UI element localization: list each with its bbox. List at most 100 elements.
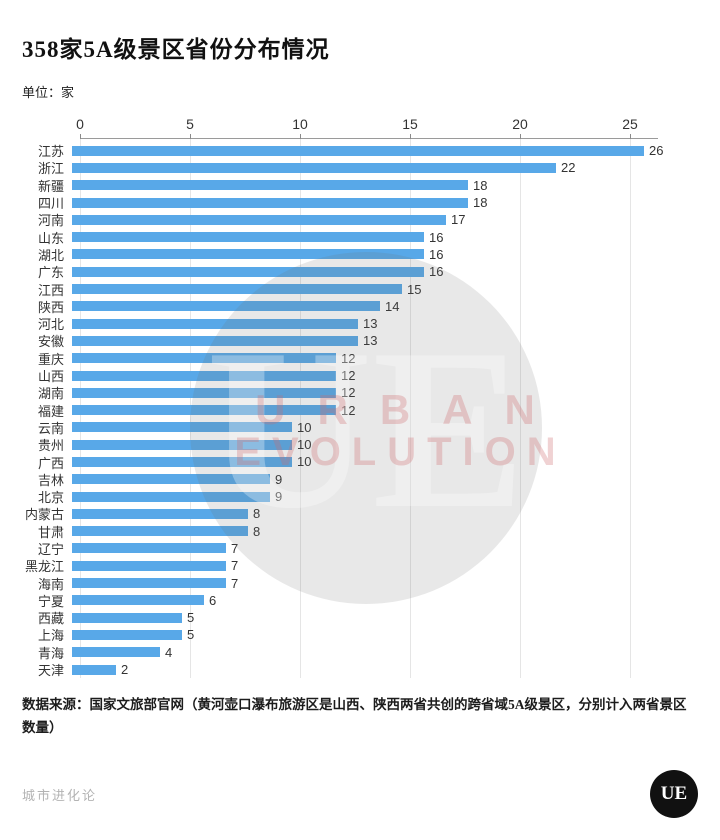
gridline xyxy=(630,139,631,679)
bar-value-label: 10 xyxy=(297,419,312,435)
gridline xyxy=(520,139,521,679)
category-label: 辽宁 xyxy=(37,541,64,557)
chart-row: 贵州 10 xyxy=(0,436,720,453)
chart-row: 上海 5 xyxy=(0,626,720,643)
bar-value-label: 17 xyxy=(451,212,466,228)
bar xyxy=(72,266,424,277)
unit-label: 单位：家 xyxy=(22,85,75,100)
ue-logo: UE xyxy=(650,770,698,818)
bar-value-label: 9 xyxy=(275,489,283,505)
category-label: 宁夏 xyxy=(37,593,64,609)
bar xyxy=(72,664,116,675)
bar xyxy=(72,526,248,537)
x-tick-label: 25 xyxy=(622,116,638,132)
bar-value-label: 12 xyxy=(341,385,356,401)
footer-bar: 城市进化论 UE xyxy=(22,770,698,818)
chart-row: 宁夏 6 xyxy=(0,592,720,609)
bar-value-label: 9 xyxy=(275,471,283,487)
bar-value-label: 22 xyxy=(561,160,576,176)
category-label: 河南 xyxy=(37,213,64,229)
chart-row: 重庆 12 xyxy=(0,350,720,367)
bar xyxy=(72,422,292,433)
bar xyxy=(72,197,468,208)
category-label: 江苏 xyxy=(37,144,64,160)
bar xyxy=(72,249,424,260)
chart-row: 内蒙古 8 xyxy=(0,505,720,522)
chart-row: 青海 4 xyxy=(0,644,720,661)
category-label: 青海 xyxy=(37,645,64,661)
category-label: 内蒙古 xyxy=(24,507,64,523)
bar xyxy=(72,578,226,589)
chart-row: 江西 15 xyxy=(0,280,720,298)
bar-value-label: 15 xyxy=(407,281,422,297)
bar-value-label: 8 xyxy=(253,523,261,539)
bar-value-label: 5 xyxy=(187,610,195,626)
bar-value-label: 5 xyxy=(187,627,195,643)
chart-row: 浙江 22 xyxy=(0,159,720,176)
plot-area: 江苏 26 浙江 22 新疆 18 四川 18 河南 17 山东 16 湖北 16 广东 16 江西 15 陕西 14… xyxy=(0,139,720,679)
bar-value-label: 18 xyxy=(473,195,488,211)
category-label: 四川 xyxy=(37,196,64,212)
chart-row: 河北 13 xyxy=(0,315,720,332)
x-axis: 0 5 10 15 20 25 xyxy=(0,113,720,139)
bar xyxy=(72,508,248,519)
chart-row: 广东 16 xyxy=(0,263,720,280)
bar-value-label: 18 xyxy=(473,177,488,193)
category-label: 江西 xyxy=(37,282,64,298)
bar-value-label: 13 xyxy=(363,316,378,332)
category-label: 浙江 xyxy=(37,161,64,177)
x-tick-label: 15 xyxy=(402,116,418,132)
bar-value-label: 7 xyxy=(231,540,239,556)
category-label: 湖南 xyxy=(37,386,64,402)
category-label: 湖北 xyxy=(37,247,64,263)
bar-value-label: 10 xyxy=(297,437,312,453)
x-tick-mark xyxy=(410,134,411,139)
x-axis-line xyxy=(80,138,658,139)
bar xyxy=(72,387,336,398)
x-tick-label: 0 xyxy=(76,116,84,132)
chart-row: 广西 10 xyxy=(0,453,720,470)
data-source-note: 数据来源：国家文旅部官网（黄河壶口瀑布旅游区是山西、陕西两省共创的跨省域5A级景… xyxy=(22,697,687,736)
bar-value-label: 4 xyxy=(165,644,173,660)
bar-value-label: 12 xyxy=(341,402,356,418)
bar xyxy=(72,318,358,329)
bar xyxy=(72,301,380,312)
ue-logo-text: UE xyxy=(660,783,688,804)
category-label: 黑龙江 xyxy=(24,559,64,575)
category-label: 山西 xyxy=(37,369,64,385)
bar-value-label: 16 xyxy=(429,264,444,280)
bar xyxy=(72,439,292,450)
chart-row: 河南 17 xyxy=(0,211,720,228)
chart-row: 辽宁 7 xyxy=(0,540,720,557)
category-label: 上海 xyxy=(37,628,64,644)
bar xyxy=(72,456,292,467)
bar xyxy=(72,543,226,554)
bar-value-label: 12 xyxy=(341,368,356,383)
bar xyxy=(72,214,446,225)
category-label: 云南 xyxy=(37,420,64,436)
bar-chart: 0 5 10 15 20 25 江苏 26 浙江 22 新疆 18 四川 18 河南 17 山东 16 湖北 16 广… xyxy=(0,113,720,679)
category-label: 广东 xyxy=(37,265,64,281)
bar xyxy=(72,162,556,173)
chart-row: 吉林 9 xyxy=(0,471,720,488)
bar xyxy=(72,232,424,243)
bar xyxy=(72,595,204,606)
category-label: 重庆 xyxy=(37,351,64,367)
chart-row: 北京 9 xyxy=(0,488,720,505)
chart-row: 江苏 26 xyxy=(0,142,720,159)
category-label: 海南 xyxy=(37,576,64,592)
category-label: 西藏 xyxy=(37,611,64,627)
bar-value-label: 7 xyxy=(231,558,239,574)
category-label: 贵州 xyxy=(37,438,64,454)
category-label: 新疆 xyxy=(37,178,64,194)
bar xyxy=(72,629,182,640)
category-label: 河北 xyxy=(37,317,64,333)
page-title: 358家5A级景区省份分布情况 xyxy=(22,37,330,62)
chart-row: 山东 16 xyxy=(0,228,720,246)
x-tick-mark xyxy=(80,134,81,139)
gridline xyxy=(410,139,411,679)
bar xyxy=(72,180,468,191)
bar xyxy=(72,353,336,364)
category-label: 甘肃 xyxy=(37,524,64,540)
